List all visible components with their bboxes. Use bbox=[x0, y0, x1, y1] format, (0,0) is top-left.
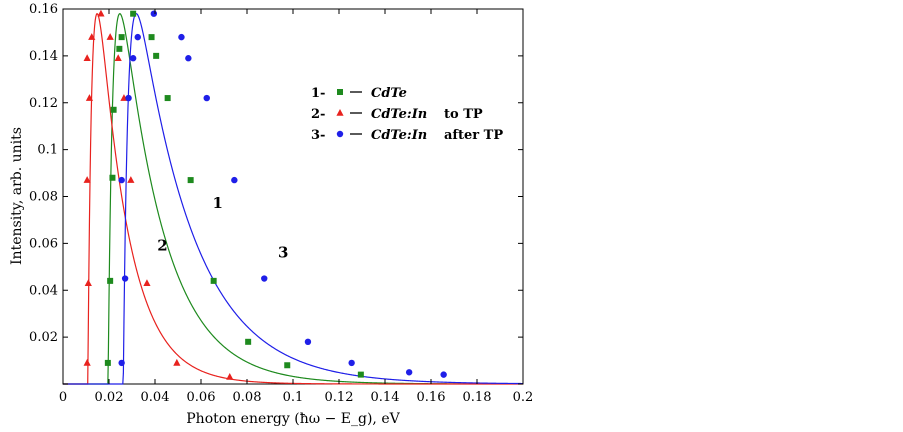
data-point-2 bbox=[106, 33, 114, 40]
legend-item-1: 1- CdTe bbox=[311, 86, 407, 101]
curve-label-2: 2 bbox=[157, 236, 167, 254]
data-point-1 bbox=[148, 34, 155, 41]
legend-suffix: to TP bbox=[444, 107, 483, 122]
legend: 1- CdTe 2- CdTe:In to TP 3- CdTe:In after TP bbox=[311, 86, 503, 143]
fit-curves bbox=[63, 13, 523, 385]
data-point-2 bbox=[127, 176, 135, 183]
data-point-1 bbox=[130, 10, 137, 17]
data-point-2 bbox=[173, 358, 181, 366]
x-tick-label: 0.14 bbox=[371, 390, 400, 405]
data-point-2 bbox=[88, 33, 96, 40]
data-point-3 bbox=[203, 94, 210, 102]
data-point-1 bbox=[187, 177, 194, 184]
x-axis-label: Photon energy (ħω − E_g), eV bbox=[186, 411, 400, 427]
legend-label: CdTe bbox=[371, 86, 407, 101]
legend-item-2: 2- CdTe:In to TP bbox=[311, 107, 483, 122]
fit-curve-1 bbox=[63, 13, 523, 385]
data-point-1 bbox=[107, 277, 114, 284]
y-tick-label: 0.14 bbox=[29, 49, 58, 64]
data-point-3 bbox=[261, 275, 268, 282]
x-tick-label: 0.1 bbox=[283, 390, 304, 405]
data-point-1 bbox=[116, 45, 123, 52]
data-point-1 bbox=[357, 371, 364, 378]
data-point-3 bbox=[125, 94, 132, 102]
x-tick-label: 0 bbox=[59, 390, 67, 405]
data-point-1 bbox=[245, 338, 252, 345]
x-tick-label: 0.2 bbox=[513, 390, 534, 405]
data-point-1 bbox=[153, 52, 160, 59]
data-point-1 bbox=[164, 95, 171, 102]
y-tick-label: 0.06 bbox=[29, 236, 58, 251]
data-point-3 bbox=[440, 371, 447, 378]
legend-marker-2 bbox=[336, 109, 344, 116]
data-point-3 bbox=[231, 176, 238, 184]
legend-marker-3 bbox=[336, 130, 344, 138]
data-point-2 bbox=[143, 279, 151, 287]
data-point-2 bbox=[97, 9, 105, 17]
data-point-3 bbox=[304, 338, 312, 346]
data-point-2 bbox=[85, 94, 94, 101]
x-tick-label: 0.18 bbox=[463, 390, 492, 405]
data-point-1 bbox=[110, 106, 117, 113]
data-point-2 bbox=[84, 279, 92, 287]
data-point-1 bbox=[284, 362, 291, 369]
legend-number: 3- bbox=[311, 128, 325, 143]
curve-label-3: 3 bbox=[278, 243, 288, 261]
data-point-3 bbox=[150, 10, 158, 17]
data-point-1 bbox=[109, 174, 116, 181]
legend-item-3: 3- CdTe:In after TP bbox=[311, 128, 503, 143]
data-point-3 bbox=[118, 359, 125, 367]
data-point-2 bbox=[83, 176, 91, 183]
x-tick-label: 0.16 bbox=[417, 390, 446, 405]
x-tick-label: 0.04 bbox=[141, 390, 170, 405]
data-point-1 bbox=[104, 359, 111, 366]
data-point-3 bbox=[405, 369, 413, 376]
data-point-3 bbox=[185, 55, 192, 62]
y-tick-labels: 0.02 0.04 0.06 0.08 0.1 0.12 0.14 0.16 bbox=[29, 2, 58, 345]
fit-curve-2 bbox=[63, 13, 523, 385]
x-tick-label: 0.12 bbox=[325, 390, 354, 405]
curve-labels: 1 2 3 bbox=[157, 194, 288, 261]
legend-marker-1 bbox=[337, 89, 343, 95]
legend-label: CdTe:In bbox=[371, 128, 427, 143]
data-point-3 bbox=[121, 275, 129, 282]
y-tick-label: 0.04 bbox=[29, 283, 58, 298]
data-point-3 bbox=[348, 359, 355, 367]
data-point-2 bbox=[83, 358, 91, 366]
plot-frame bbox=[62, 8, 524, 385]
legend-number: 1- bbox=[311, 86, 325, 101]
y-tick-label: 0.1 bbox=[37, 143, 58, 158]
legend-label: CdTe:In bbox=[371, 107, 427, 122]
data-points bbox=[83, 9, 447, 380]
data-point-2 bbox=[114, 54, 122, 62]
legend-number: 2- bbox=[311, 107, 325, 122]
y-tick-label: 0.08 bbox=[29, 190, 58, 205]
axis-ticks bbox=[62, 8, 524, 385]
y-tick-label: 0.02 bbox=[29, 330, 58, 345]
y-axis-label: Intensity, arb. units bbox=[9, 127, 25, 265]
fit-curve-3 bbox=[63, 13, 523, 385]
data-point-1 bbox=[210, 277, 217, 284]
legend-suffix: after TP bbox=[444, 128, 503, 143]
data-point-3 bbox=[129, 55, 137, 62]
curve-label-1: 1 bbox=[213, 194, 223, 212]
data-point-3 bbox=[134, 33, 141, 41]
x-tick-label: 0.02 bbox=[95, 390, 124, 405]
x-tick-label: 0.06 bbox=[187, 390, 216, 405]
x-tick-labels: 0 0.02 0.04 0.06 0.08 0.1 0.12 0.14 0.16 0.18 0.2 bbox=[59, 390, 533, 405]
x-tick-label: 0.08 bbox=[233, 390, 262, 405]
data-point-3 bbox=[178, 33, 185, 41]
y-tick-label: 0.12 bbox=[29, 96, 58, 111]
data-point-1 bbox=[118, 34, 125, 41]
y-tick-label: 0.16 bbox=[29, 2, 58, 17]
data-point-2 bbox=[83, 54, 91, 62]
data-point-2 bbox=[226, 372, 234, 380]
data-point-3 bbox=[118, 176, 125, 184]
